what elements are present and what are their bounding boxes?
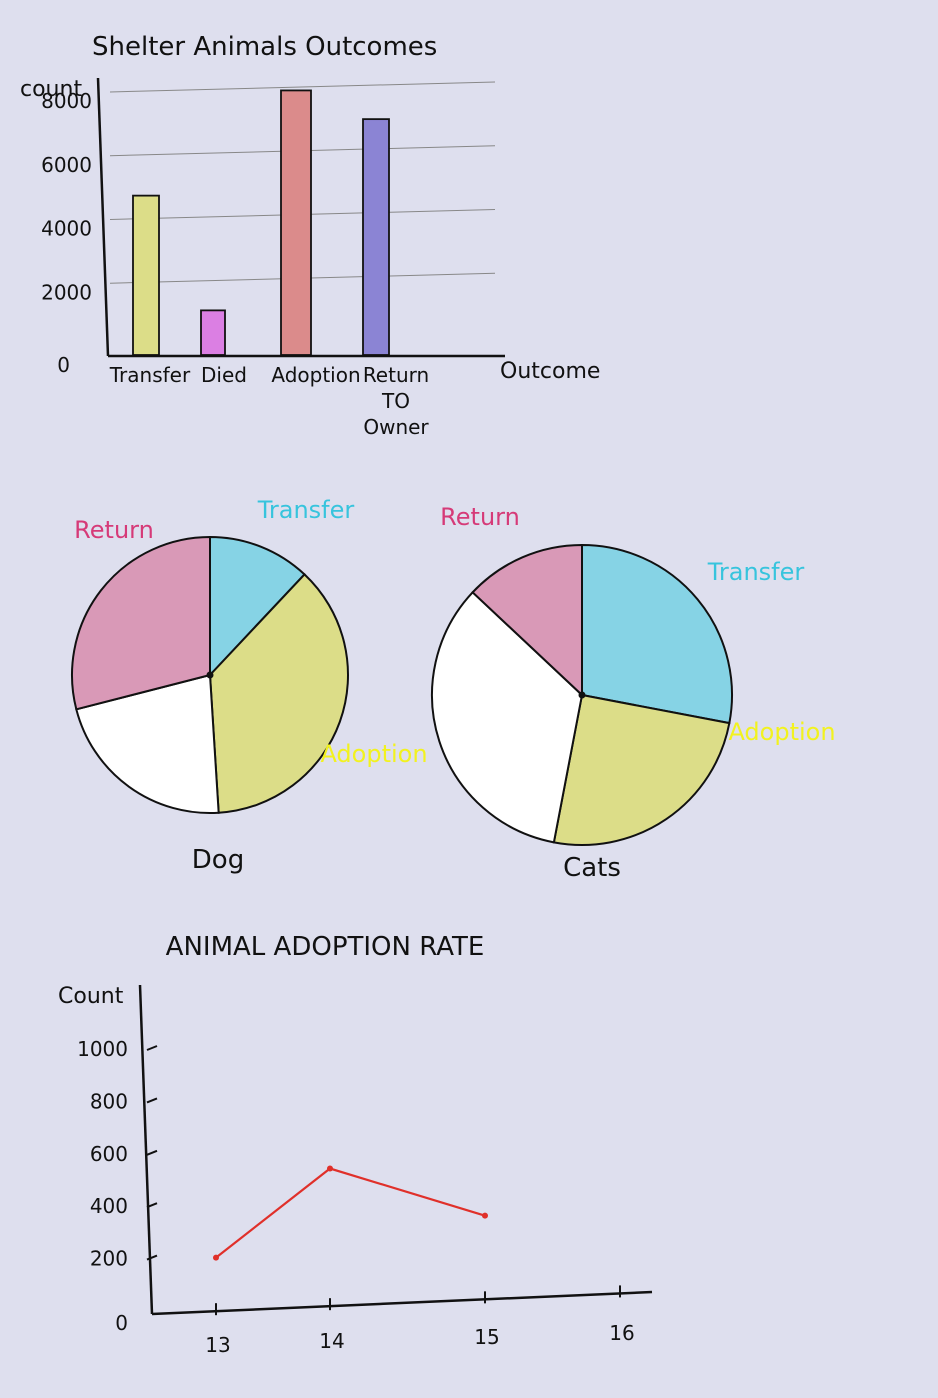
pie-slice-transfer <box>581 543 733 725</box>
line-x-tick-label: 14 <box>319 1329 344 1353</box>
line-y-tick <box>146 1045 158 1051</box>
pie-center-dot <box>206 671 214 679</box>
line-y-tick-label: 1000 <box>77 1037 128 1061</box>
bar-y-tick-label: 2000 <box>41 280 92 304</box>
bar-x-axis-label: Outcome <box>500 359 600 384</box>
line-y-tick-label: 400 <box>90 1194 128 1218</box>
line-y-axis <box>138 984 154 1315</box>
line-y-tick <box>146 1097 158 1104</box>
bar-y-tick-label: 4000 <box>41 217 92 241</box>
line-y-tick-label: 200 <box>90 1247 128 1271</box>
pie-label-adoption: Adoption <box>728 718 835 746</box>
pie-slice-other <box>431 590 584 844</box>
pie-slice-return <box>471 543 583 698</box>
bar-adoption <box>280 89 312 356</box>
bar-y-axis <box>96 77 110 357</box>
pie-center-dot <box>578 691 586 699</box>
bar-category-label: Adoption <box>271 363 360 387</box>
pie-slice-adoption <box>552 693 731 846</box>
bar-died <box>200 309 226 356</box>
line-data-point <box>327 1165 333 1172</box>
line-series-path <box>215 1167 486 1259</box>
pie-label-transfer: Transfer <box>707 558 805 586</box>
line-chart-title: ANIMAL ADOPTION RATE <box>166 932 485 962</box>
line-y-tick <box>146 1149 158 1156</box>
bar-transfer <box>132 194 160 356</box>
line-y-tick-label: 0 <box>115 1311 128 1335</box>
bar-category-label-line: Return <box>363 363 429 387</box>
pie-label-transfer: Transfer <box>257 496 355 524</box>
pie-title: Cats <box>563 853 621 883</box>
pie-label-return: Return <box>74 516 154 544</box>
bar-y-tick-label: 6000 <box>41 153 92 177</box>
bar-category-label: Died <box>201 363 247 387</box>
line-x-tick-label: 15 <box>474 1325 499 1349</box>
line-data-point <box>213 1254 219 1261</box>
line-x-axis <box>151 1290 653 1316</box>
line-y-tick-label: 800 <box>90 1089 128 1113</box>
bar-category-label: Transfer <box>109 363 191 387</box>
line-y-tick <box>146 1202 158 1209</box>
bar-y-tick-label: 0 <box>57 353 70 377</box>
bar-category-label-line: Owner <box>363 415 429 439</box>
bar-category-label: Return TO Owner <box>363 363 430 439</box>
pie-slice-return <box>71 535 211 711</box>
line-x-tick-label: 13 <box>205 1333 230 1357</box>
line-x-tick-label: 16 <box>609 1321 634 1345</box>
line-y-tick-label: 600 <box>90 1142 128 1166</box>
pie-slice-adoption <box>208 572 349 814</box>
pie-label-return: Return <box>440 503 520 531</box>
bar-category-label-line: TO <box>381 389 410 413</box>
bar-chart-title: Shelter Animals Outcomes <box>92 32 437 62</box>
pie-slice-transfer <box>209 535 306 678</box>
pie-slice-other <box>75 673 220 814</box>
bar-y-tick-label: 8000 <box>41 89 92 113</box>
pie-title: Dog <box>192 845 244 875</box>
bar-return-to-owner <box>362 118 390 356</box>
bar-gridline <box>109 81 496 93</box>
pie-label-adoption: Adoption <box>320 740 427 768</box>
line-y-tick <box>146 1254 158 1261</box>
line-y-axis-label: Count <box>58 984 124 1009</box>
line-data-point <box>482 1212 488 1219</box>
bar-y-axis-label: count <box>20 77 82 102</box>
